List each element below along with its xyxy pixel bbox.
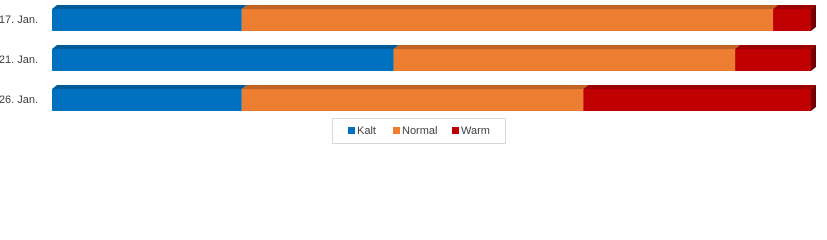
legend-label: Warm [461, 125, 490, 137]
bar-top [241, 85, 589, 89]
bar [583, 89, 811, 111]
bar-side [811, 85, 816, 111]
bar-side [811, 5, 816, 31]
bar-top [241, 5, 779, 9]
bar [52, 89, 242, 111]
legend-swatch [452, 127, 459, 134]
bar-top [52, 45, 399, 49]
legend-swatch [348, 127, 355, 134]
y-tick-label: 26. Jan. [0, 94, 38, 106]
bar-top [52, 85, 247, 89]
bar [241, 9, 774, 31]
legend-label: Normal [402, 125, 437, 137]
bar-top [52, 5, 247, 9]
bar [773, 9, 811, 31]
bar [241, 89, 584, 111]
bar [735, 49, 811, 71]
bar [52, 9, 242, 31]
chart: 17. Jan. 21. Jan. 26. Jan. Kalt Normal Warm [0, 5, 816, 144]
bar [393, 49, 736, 71]
bar-top [583, 85, 816, 89]
legend-label: Kalt [357, 125, 376, 137]
legend-box [332, 118, 506, 144]
bar-side [811, 45, 816, 71]
bar-top [735, 45, 816, 49]
bar-top [773, 5, 816, 9]
bar-top [393, 45, 741, 49]
y-tick-label: 21. Jan. [0, 54, 38, 66]
y-tick-label: 17. Jan. [0, 14, 38, 26]
legend-swatch [393, 127, 400, 134]
bar [52, 49, 394, 71]
